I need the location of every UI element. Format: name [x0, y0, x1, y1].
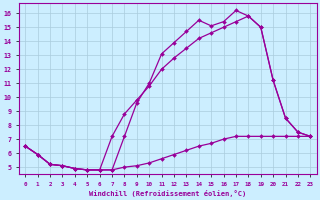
X-axis label: Windchill (Refroidissement éolien,°C): Windchill (Refroidissement éolien,°C)	[89, 190, 246, 197]
